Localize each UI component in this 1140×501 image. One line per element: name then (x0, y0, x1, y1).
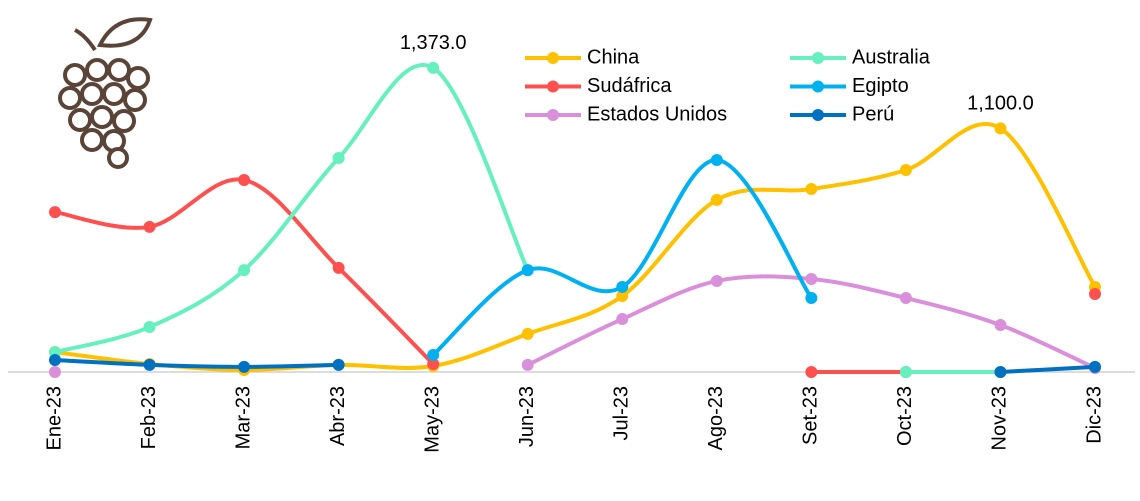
data-point (711, 154, 723, 166)
data-point (805, 183, 817, 195)
x-tick-label: Ago-23 (705, 386, 727, 451)
data-point (238, 264, 250, 276)
legend-item: Perú (790, 103, 894, 125)
data-point (900, 164, 912, 176)
data-point (522, 264, 534, 276)
data-point (238, 361, 250, 373)
legend-label: Perú (852, 103, 894, 125)
x-tick-label: Nov-23 (989, 386, 1011, 450)
series-line (55, 124, 1095, 370)
data-point (49, 366, 61, 378)
legend-marker (547, 81, 559, 93)
grape-icon (60, 19, 150, 167)
legend-label: China (587, 46, 640, 68)
legend-marker (812, 81, 824, 93)
data-point (616, 281, 628, 293)
x-tick-label: May-23 (421, 386, 443, 453)
data-point (994, 122, 1006, 134)
data-point (805, 292, 817, 304)
legend-item: Egipto (790, 75, 909, 97)
data-point (805, 273, 817, 285)
data-point (49, 206, 61, 218)
data-point (333, 152, 345, 164)
legend-label: Sudáfrica (587, 75, 672, 97)
legend-marker (812, 52, 824, 64)
data-point (144, 221, 156, 233)
data-point (900, 292, 912, 304)
legend-label: Australia (852, 46, 931, 68)
data-point (994, 319, 1006, 331)
data-point (522, 359, 534, 371)
data-point (427, 349, 439, 361)
data-point (333, 359, 345, 371)
x-tick-label: Ene-23 (43, 386, 65, 451)
legend-item: Estados Unidos (525, 103, 727, 125)
x-tick-label: Set-23 (800, 386, 822, 445)
legend-label: Estados Unidos (587, 103, 727, 125)
data-point (144, 359, 156, 371)
x-tick-label: Jun-23 (516, 386, 538, 447)
x-tick-label: Dic-23 (1083, 386, 1105, 444)
data-label: 1,100.0 (967, 93, 1034, 115)
legend-item: China (525, 46, 640, 68)
x-tick-label: Abr-23 (327, 386, 349, 446)
data-point (994, 366, 1006, 378)
x-tick-label: Feb-23 (138, 386, 160, 449)
data-point (805, 366, 817, 378)
legend-label: Egipto (852, 75, 909, 97)
chart: Ene-23 Feb-23 Mar-23 Abr-23 May-23 Jun-23 Jul-… (0, 0, 1140, 496)
legend-item: Australia (790, 46, 931, 68)
x-tick-label: Mar-23 (232, 386, 254, 449)
legend-marker (812, 109, 824, 121)
legend-marker (547, 109, 559, 121)
data-point (333, 262, 345, 274)
x-tick-label: Oct-23 (894, 386, 916, 446)
data-point (1089, 288, 1101, 300)
data-point (522, 328, 534, 340)
data-point (711, 194, 723, 206)
data-point (427, 62, 439, 74)
data-point (238, 174, 250, 186)
data-point (711, 275, 723, 287)
data-point (49, 354, 61, 366)
series-line (1000, 367, 1095, 372)
data-point (616, 313, 628, 325)
data-point (144, 321, 156, 333)
x-tick-label: Jul-23 (611, 386, 633, 440)
legend-marker (547, 52, 559, 64)
series-line (55, 65, 528, 352)
series-line (55, 360, 339, 367)
data-point (900, 366, 912, 378)
legend-item: Sudáfrica (525, 75, 672, 97)
data-point (1089, 361, 1101, 373)
data-label: 1,373.0 (400, 32, 467, 54)
